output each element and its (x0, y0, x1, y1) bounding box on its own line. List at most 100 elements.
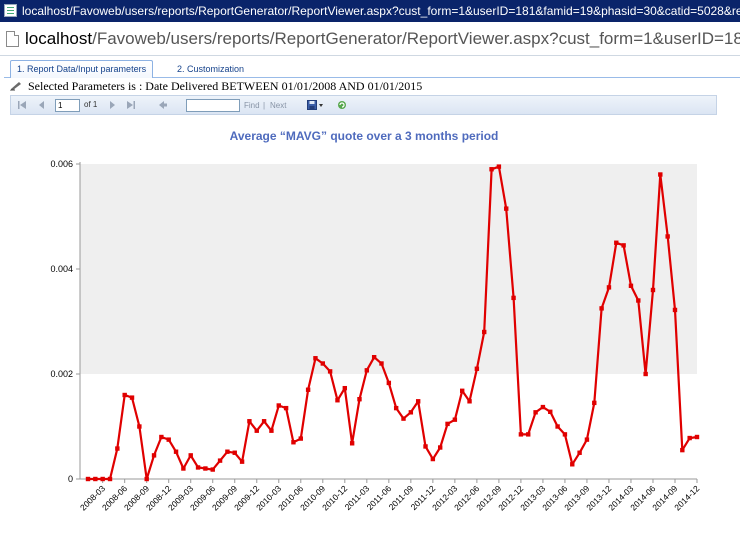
data-point (210, 467, 215, 472)
data-point (489, 167, 494, 172)
data-point (621, 243, 626, 248)
data-point (672, 307, 678, 313)
data-point (650, 287, 656, 293)
data-point (93, 476, 98, 482)
data-point (504, 206, 509, 211)
data-point (680, 447, 685, 453)
data-point (298, 436, 303, 441)
back-icon[interactable] (158, 100, 168, 110)
data-point (195, 465, 201, 470)
data-point (584, 437, 590, 442)
data-point (269, 428, 274, 433)
data-point (533, 410, 538, 415)
data-point (203, 466, 208, 471)
data-point (159, 434, 164, 440)
data-point (452, 417, 458, 422)
parameters-text: Selected Parameters is : Date Delivered … (28, 79, 423, 93)
data-point (592, 400, 597, 406)
data-point (379, 361, 384, 366)
window-titlebar: localhost/Favoweb/users/reports/ReportGe… (0, 0, 740, 22)
last-page-icon[interactable] (126, 100, 136, 110)
data-point (562, 432, 568, 437)
find-input[interactable] (186, 99, 240, 112)
data-point (408, 410, 414, 415)
data-point (526, 432, 531, 437)
data-point (107, 476, 113, 482)
data-point (460, 388, 465, 393)
data-point (100, 476, 105, 482)
document-icon (4, 4, 17, 17)
y-tick-label: 0.004 (50, 264, 73, 274)
data-point (415, 399, 421, 404)
toolbar-separator: | (263, 101, 266, 110)
data-point (225, 449, 230, 454)
tab-report-data[interactable]: 1. Report Data/Input parameters (10, 60, 154, 78)
window-title: localhost/Favoweb/users/reports/ReportGe… (22, 4, 740, 18)
tab-customization[interactable]: 2. Customization (177, 64, 245, 74)
data-point (305, 387, 311, 392)
y-tick-label: 0.002 (50, 369, 73, 379)
data-point (137, 424, 142, 429)
pencil-icon (10, 82, 21, 91)
data-point (327, 369, 333, 374)
report-tabs: 1. Report Data/Input parameters 2. Custo… (4, 58, 740, 78)
data-point (636, 298, 641, 303)
data-point (371, 355, 377, 360)
page-count: of 1 (84, 100, 98, 109)
data-point (386, 380, 392, 386)
chart-title: Average “MAVG” quote over a 3 months per… (229, 129, 499, 143)
data-point (261, 419, 267, 424)
chart-area: 0 0.002 0.004 0.006 2008-03 2008-06 2008-09 200… (0, 115, 740, 533)
data-point (548, 409, 553, 414)
data-point (291, 440, 296, 445)
data-point (401, 416, 406, 421)
data-point (276, 403, 281, 408)
data-point (430, 456, 436, 462)
first-page-icon[interactable] (17, 100, 27, 110)
data-point (173, 449, 179, 454)
page-number-input[interactable] (55, 99, 80, 112)
x-tick-label: 2014-12 (672, 483, 701, 512)
y-tick-label: 0 (68, 474, 73, 484)
previous-page-icon[interactable] (37, 100, 47, 110)
find-link[interactable]: Find (244, 101, 260, 110)
data-point (166, 437, 171, 442)
data-point (181, 466, 186, 471)
data-point (115, 446, 120, 451)
data-point (599, 306, 604, 311)
data-point (467, 399, 472, 404)
data-point (393, 405, 399, 411)
save-export-icon[interactable] (307, 100, 325, 110)
grid-band (80, 269, 697, 374)
data-point (239, 459, 245, 464)
refresh-icon[interactable] (337, 100, 347, 110)
data-point (335, 398, 340, 403)
data-point (555, 424, 560, 429)
data-point (665, 234, 670, 239)
data-point (614, 240, 619, 245)
address-bar[interactable]: localhost/Favoweb/users/reports/ReportGe… (0, 22, 740, 56)
data-point (129, 395, 135, 400)
data-point (232, 450, 237, 455)
data-point (445, 421, 450, 427)
data-point (423, 444, 428, 449)
data-point (364, 368, 370, 373)
data-point (694, 434, 700, 440)
data-point (540, 404, 546, 410)
data-point (320, 361, 325, 366)
y-tick-label: 0.006 (50, 159, 73, 169)
report-toolbar: of 1 Find | Next (10, 95, 717, 115)
data-point (122, 392, 127, 398)
data-point (437, 445, 443, 450)
data-point (687, 435, 692, 441)
data-point (606, 285, 612, 290)
line-chart: 00.0020.0040.0062008-032008-062008-09200… (50, 159, 701, 512)
data-point (643, 371, 648, 377)
data-point (577, 450, 582, 455)
next-page-icon[interactable] (107, 100, 117, 110)
data-point (151, 453, 157, 458)
data-point (144, 476, 149, 482)
data-point (570, 462, 575, 467)
find-next-link[interactable]: Next (270, 101, 287, 110)
data-point (188, 453, 193, 458)
